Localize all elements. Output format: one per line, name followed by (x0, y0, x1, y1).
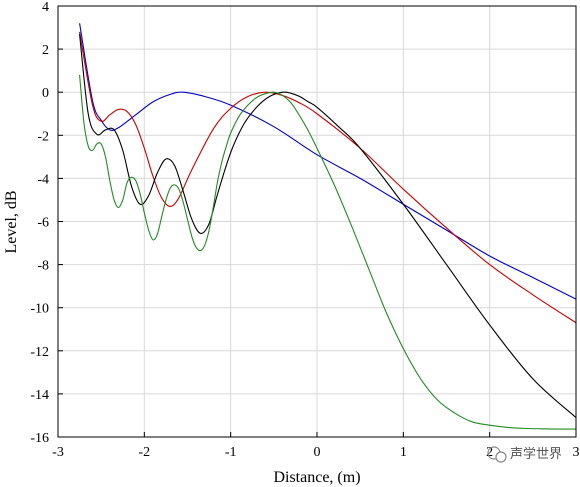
x-tick-labels: -3 -2 -1 0 1 2 3 (52, 432, 580, 460)
x-tick-label: 2 (486, 445, 493, 460)
y-tick-label: 0 (42, 86, 49, 101)
series-line-4 (79, 74, 577, 430)
y-tick-label: -6 (37, 216, 49, 231)
y-tick-labels: 4 2 0 -2 -4 -6 -8 -10 -12 -14 -16 (30, 0, 63, 446)
series-line-2 (79, 31, 577, 324)
y-tick-label: -4 (37, 172, 49, 187)
x-axis-label: Distance, (m) (273, 469, 360, 486)
y-tick-label: -8 (37, 259, 49, 274)
watermark-text: 声学世界 (510, 446, 562, 462)
y-tick-label: 2 (42, 43, 49, 58)
y-tick-label: -12 (30, 345, 49, 360)
y-tick-label: -2 (37, 129, 49, 144)
y-tick-label: -16 (30, 431, 49, 446)
x-tick-label: 3 (573, 445, 580, 460)
data-series (79, 23, 577, 430)
y-tick-label: -14 (30, 388, 49, 403)
y-tick-label: 4 (42, 0, 49, 15)
y-axis-label: Level, dB (3, 190, 20, 253)
y-tick-label: -10 (30, 302, 49, 317)
x-tick-label: -1 (225, 445, 237, 460)
x-tick-label: 0 (314, 445, 321, 460)
x-tick-label: -2 (138, 445, 150, 460)
series-line-3 (79, 33, 577, 419)
x-tick-label: 1 (400, 445, 407, 460)
watermark: 声学世界 (487, 446, 562, 463)
x-tick-label: -3 (52, 445, 64, 460)
series-line-1 (79, 23, 577, 300)
wechat-icon-bubble (495, 451, 507, 463)
